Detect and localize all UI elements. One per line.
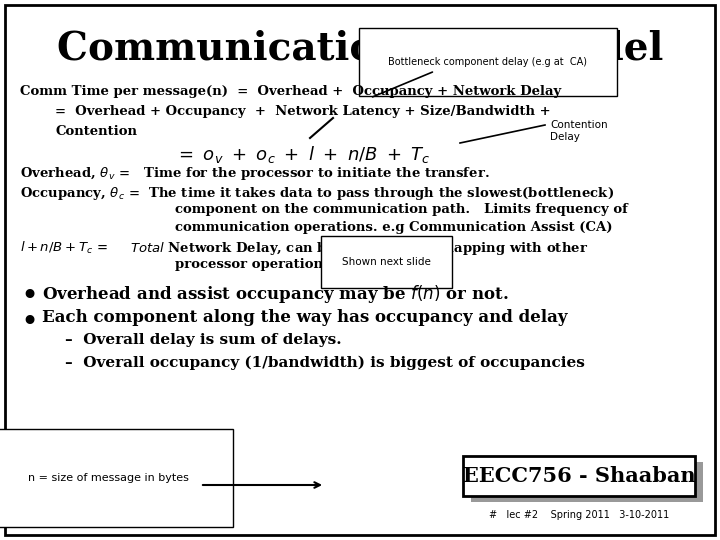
Text: $\mathbf{\mathit{l + n/B + T_c}}$ =: $\mathbf{\mathit{l + n/B + T_c}}$ = [20,240,114,256]
Text: –  Overall occupancy (1/bandwidth) is biggest of occupancies: – Overall occupancy (1/bandwidth) is big… [65,356,585,370]
Text: Contention: Contention [55,125,137,138]
Text: processor operations.: processor operations. [175,258,336,271]
Text: •: • [20,282,38,311]
FancyBboxPatch shape [463,456,695,496]
Text: Occupancy, $\mathbf{\mathit{\theta}}_c$ =  The time it takes data to pass throug: Occupancy, $\mathbf{\mathit{\theta}}_c$ … [20,185,614,202]
Text: EECC756 - Shaaban: EECC756 - Shaaban [463,466,696,486]
Text: Shown next slide: Shown next slide [342,257,431,267]
Text: Overhead and assist occupancy may be $\mathbf{\mathit{f(n)}}$ or not.: Overhead and assist occupancy may be $\m… [42,283,508,305]
Text: $\mathbf{\mathit{Total}}$ Network Delay, can be hidden by overlapping with other: $\mathbf{\mathit{Total}}$ Network Delay,… [130,240,588,257]
Text: communication operations. e.g Communication Assist (CA): communication operations. e.g Communicat… [175,221,613,234]
Text: #   lec #2    Spring 2011   3-10-2011: # lec #2 Spring 2011 3-10-2011 [489,510,669,520]
Text: •: • [20,308,38,337]
Text: Communication Cost Model: Communication Cost Model [57,30,663,68]
Text: =  Overhead + Occupancy  +  Network Latency + Size/Bandwidth +: = Overhead + Occupancy + Network Latency… [55,105,551,118]
FancyBboxPatch shape [5,5,715,535]
Text: component on the communication path.   Limits frequency of: component on the communication path. Lim… [175,203,628,216]
Text: Comm Time per message(n)  =  Overhead +  Occupancy + Network Delay: Comm Time per message(n) = Overhead + Oc… [20,85,562,98]
Text: Each component along the way has occupancy and delay: Each component along the way has occupan… [42,309,567,326]
Text: Contention
Delay: Contention Delay [550,120,608,142]
Text: $=\ \mathbf{\mathit{o}}_v\ +\ \mathbf{\mathit{o}}_c\ +\ \mathbf{\mathit{l}}\ +\ : $=\ \mathbf{\mathit{o}}_v\ +\ \mathbf{\m… [175,144,431,165]
FancyBboxPatch shape [471,462,703,502]
Text: Overhead, $\mathbf{\mathit{\theta}}_v$ =   Time for the processor to initiate th: Overhead, $\mathbf{\mathit{\theta}}_v$ =… [20,165,490,182]
Text: –  Overall delay is sum of delays.: – Overall delay is sum of delays. [65,333,341,347]
Text: Bottleneck component delay (e.g at  CA): Bottleneck component delay (e.g at CA) [389,57,588,67]
Text: n = size of message in bytes: n = size of message in bytes [27,473,189,483]
